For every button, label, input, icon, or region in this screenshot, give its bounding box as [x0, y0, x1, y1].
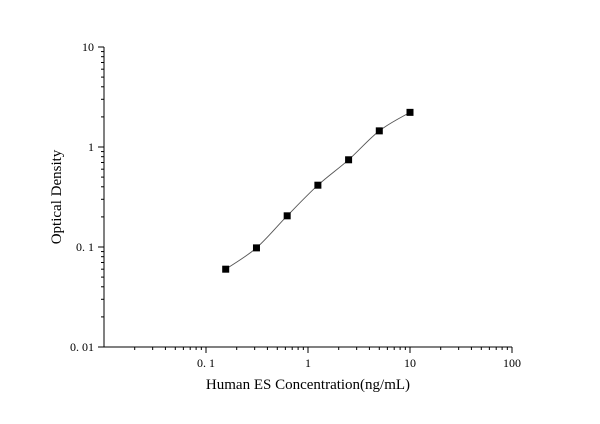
data-point-marker: [375, 127, 383, 135]
y-tick-label: 1: [88, 140, 94, 154]
series-layer: [222, 108, 414, 273]
x-tick-label: 0. 1: [197, 356, 215, 370]
y-tick-label: 10: [82, 40, 94, 54]
data-point-marker: [222, 265, 230, 273]
y-axis-title: Optical Density: [49, 149, 65, 244]
x-tick-label: 10: [404, 356, 416, 370]
axes-layer: [103, 47, 512, 348]
data-point-marker: [252, 244, 260, 252]
data-point-marker: [314, 181, 322, 189]
y-tick-label: 0. 1: [76, 240, 94, 254]
x-tick-label: 100: [503, 356, 521, 370]
ticks-layer: 0. 1 1 10 100 0. 01 0. 1 1 10: [70, 40, 521, 370]
x-axis-title: Human ES Concentration(ng/mL): [206, 377, 410, 393]
data-point-marker: [283, 212, 291, 220]
y-tick-label: 0. 01: [70, 340, 94, 354]
x-tick-label: 1: [305, 356, 311, 370]
data-point-marker: [406, 108, 414, 116]
data-point-marker: [345, 156, 353, 164]
